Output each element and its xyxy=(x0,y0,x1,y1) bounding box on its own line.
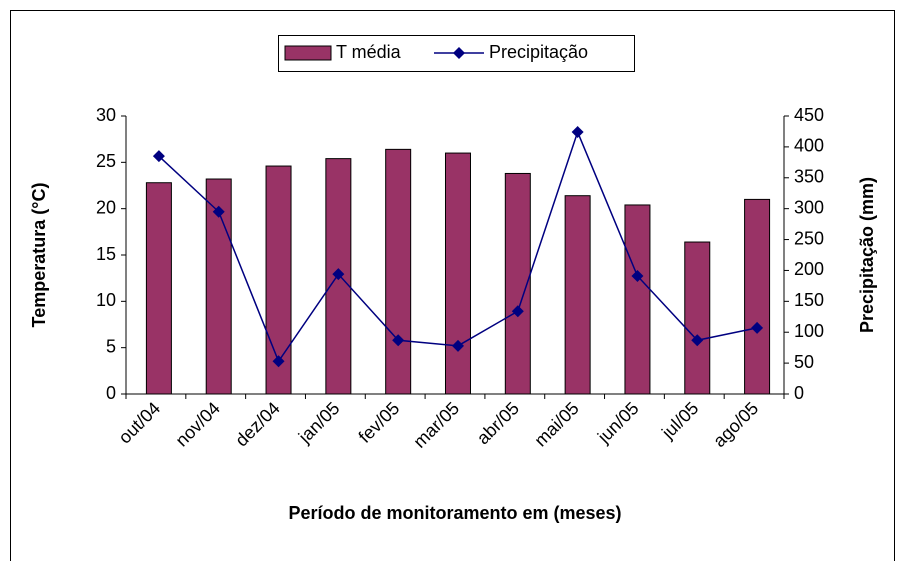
marker xyxy=(751,321,764,334)
legend-label: T média xyxy=(336,42,402,62)
marker xyxy=(631,270,644,283)
bar xyxy=(624,204,651,395)
x-tick-label: dez/04 xyxy=(231,398,283,450)
marker xyxy=(332,268,345,281)
bar xyxy=(564,195,591,395)
y-tick-label: 10 xyxy=(96,290,116,310)
y-tick-label: 30 xyxy=(96,105,116,125)
x-tick-label: jun/05 xyxy=(593,398,643,448)
x-tick-label: out/04 xyxy=(115,398,165,448)
y2-tick-label: 100 xyxy=(794,321,824,341)
y-tick-label: 0 xyxy=(106,383,116,403)
marker xyxy=(272,355,285,368)
y2-tick-label: 350 xyxy=(794,167,824,187)
bar xyxy=(504,172,531,395)
y2-tick-label: 150 xyxy=(794,290,824,310)
x-tick-label: mai/05 xyxy=(530,398,582,450)
x-tick-label: ago/05 xyxy=(709,398,762,451)
y-axis-title: Temperatura (°C) xyxy=(29,183,49,328)
x-tick-label: jan/05 xyxy=(294,398,344,448)
y-tick-label: 20 xyxy=(96,197,116,217)
bar xyxy=(744,198,771,395)
legend-swatch xyxy=(284,45,332,61)
y-tick-label: 5 xyxy=(106,336,116,356)
y2-tick-label: 400 xyxy=(794,136,824,156)
bar xyxy=(385,148,412,395)
legend-label: Precipitação xyxy=(489,42,588,62)
x-tick-label: mar/05 xyxy=(409,398,463,452)
y-tick-label: 25 xyxy=(96,151,116,171)
marker xyxy=(152,150,165,163)
y2-tick-label: 250 xyxy=(794,228,824,248)
marker xyxy=(451,339,464,352)
y2-tick-label: 300 xyxy=(794,197,824,217)
marker xyxy=(571,126,584,139)
marker xyxy=(691,334,704,347)
x-tick-label: jul/05 xyxy=(657,398,702,443)
legend-marker xyxy=(453,47,465,59)
x-tick-label: fev/05 xyxy=(355,398,404,447)
y2-tick-label: 200 xyxy=(794,259,824,279)
y-tick-label: 15 xyxy=(96,244,116,264)
x-tick-label: abr/05 xyxy=(473,398,523,448)
y2-tick-label: 0 xyxy=(794,383,804,403)
x-tick-label: nov/04 xyxy=(172,398,224,450)
marker xyxy=(212,205,225,218)
chart-frame xyxy=(10,10,895,561)
y2-tick-label: 50 xyxy=(794,352,814,372)
marker xyxy=(511,305,524,318)
bar xyxy=(444,152,471,395)
x-axis-title: Período de monitoramento em (meses) xyxy=(288,503,621,523)
y2-tick-label: 450 xyxy=(794,105,824,125)
bar xyxy=(684,241,711,395)
bar xyxy=(145,182,172,395)
marker xyxy=(392,334,405,347)
y2-axis-title: Precipitação (mm) xyxy=(857,177,877,333)
